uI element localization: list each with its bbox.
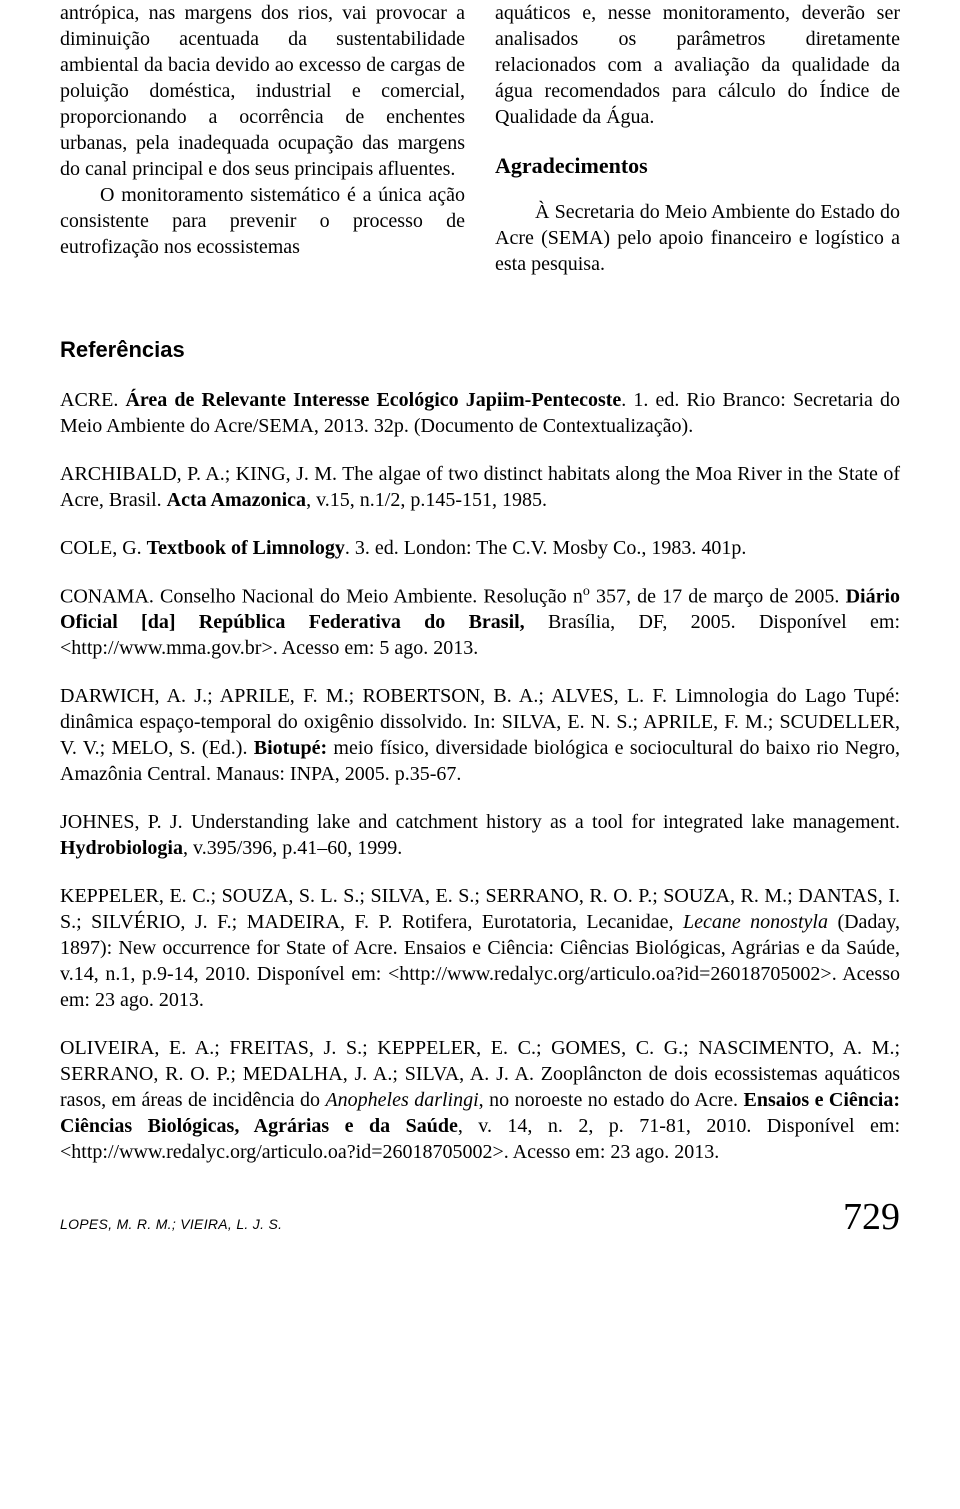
footer-authors: LOPES, M. R. M.; VIEIRA, L. J. S. [60,1216,282,1232]
reference-item: COLE, G. Textbook of Limnology. 3. ed. L… [60,535,900,561]
ref-text: CONAMA. Conselho Nacional do Meio Ambien… [60,585,583,607]
ref-text: COLE, G. [60,537,147,559]
reference-item: ACRE. Área de Relevante Interesse Ecológ… [60,387,900,439]
body-paragraph: antrópica, nas margens dos rios, vai pro… [60,0,465,182]
body-paragraph: À Secretaria do Meio Ambiente do Estado … [495,199,900,277]
right-column: aquáticos e, nesse monitoramento, deverã… [495,0,900,277]
left-column: antrópica, nas margens dos rios, vai pro… [60,0,465,277]
reference-item: ARCHIBALD, P. A.; KING, J. M. The algae … [60,461,900,513]
references-list: ACRE. Área de Relevante Interesse Ecológ… [60,387,900,1166]
two-column-body: antrópica, nas margens dos rios, vai pro… [60,0,900,277]
ref-title-bold: Biotupé: [254,737,327,759]
ref-text: , v.15, n.1/2, p.145-151, 1985. [306,489,547,511]
section-heading-referencias: Referências [60,337,900,363]
reference-item: JOHNES, P. J. Understanding lake and cat… [60,809,900,861]
body-paragraph: O monitoramento sistemático é a única aç… [60,182,465,260]
ref-text: JOHNES, P. J. Understanding lake and cat… [60,811,900,833]
ref-title-bold: Acta Amazonica [167,489,306,511]
page-footer: LOPES, M. R. M.; VIEIRA, L. J. S. 729 [60,1195,900,1239]
ref-title-italic: Lecane nonostyla [683,911,828,933]
reference-item: OLIVEIRA, E. A.; FREITAS, J. S.; KEPPELE… [60,1035,900,1165]
ref-title-bold: Área de Relevante Interesse Ecológico Ja… [125,389,621,411]
section-heading-agradecimentos: Agradecimentos [495,152,900,181]
ref-text: . 3. ed. London: The C.V. Mosby Co., 198… [345,537,747,559]
ref-superscript: o [583,584,590,599]
ref-title-bold: Textbook of Limnology [147,537,345,559]
body-paragraph: aquáticos e, nesse monitoramento, deverã… [495,0,900,130]
reference-item: KEPPELER, E. C.; SOUZA, S. L. S.; SILVA,… [60,883,900,1013]
reference-item: DARWICH, A. J.; APRILE, F. M.; ROBERTSON… [60,683,900,787]
ref-text: 357, de 17 de março de 2005. [590,585,846,607]
page-number: 729 [843,1195,900,1239]
ref-text: , v.395/396, p.41–60, 1999. [183,837,402,859]
reference-item: CONAMA. Conselho Nacional do Meio Ambien… [60,583,900,662]
ref-title-bold: Hydrobiologia [60,837,183,859]
ref-text: , no noroeste no estado do Acre. [479,1089,744,1111]
ref-title-italic: Anopheles darlingi [325,1089,478,1111]
ref-text: ACRE. [60,389,125,411]
